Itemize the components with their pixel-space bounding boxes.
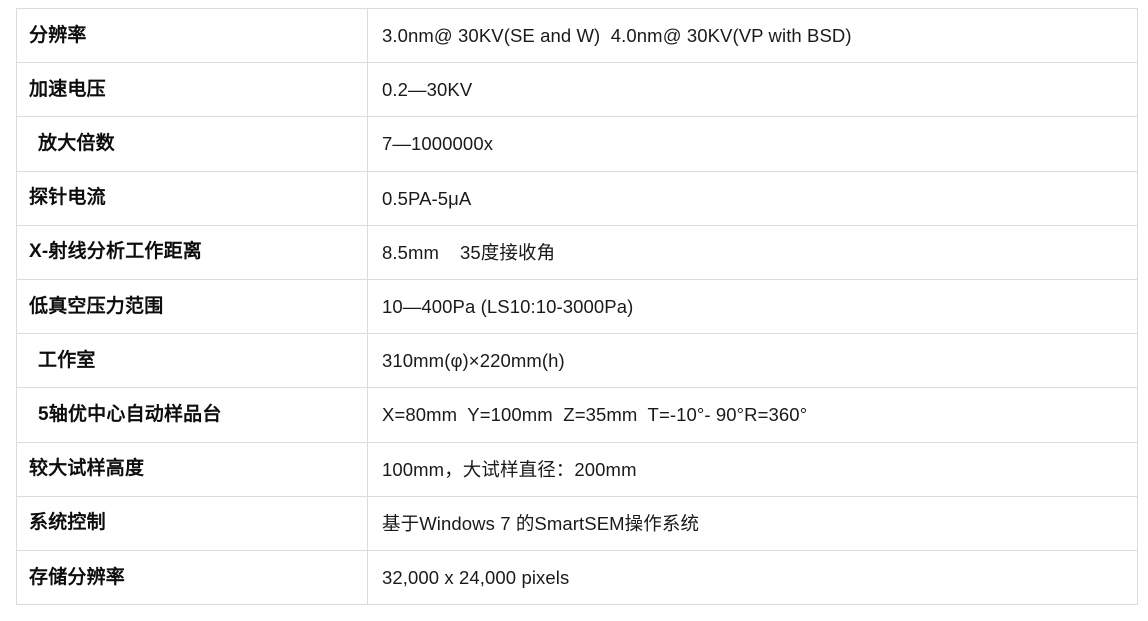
spec-value-cell: 310mm(φ)×220mm(h) — [367, 333, 1138, 389]
spec-label-cell: 分辨率 — [16, 7, 368, 64]
spec-value-text: 100mm，大试样直径：200mm — [382, 458, 637, 480]
spec-value-text: 0.5PA-5μA — [382, 187, 472, 209]
spec-value-cell: 32,000 x 24,000 pixels — [367, 549, 1138, 606]
spec-value-cell: 0.5PA-5μA — [367, 170, 1138, 226]
spec-value-text: 32,000 x 24,000 pixels — [382, 566, 570, 588]
spec-value-cell: 10—400Pa (LS10:10-3000Pa) — [367, 278, 1138, 335]
spec-value-text: 310mm(φ)×220mm(h) — [382, 350, 565, 372]
table-row: 存储分辨率 32,000 x 24,000 pixels — [16, 549, 1138, 606]
table-row: 分辨率 3.0nm@ 30KV(SE and W) 4.0nm@ 30KV(VP … — [16, 7, 1138, 64]
spec-label-text: X-射线分析工作距离 — [29, 241, 203, 263]
spec-value-cell: 8.5mm 35度接收角 — [367, 224, 1138, 280]
spec-value-text: X=80mm Y=100mm Z=35mm T=-10°- 90°R=360° — [382, 404, 808, 426]
table-row: 工作室 310mm(φ)×220mm(h) — [16, 333, 1138, 389]
spec-label-cell: 加速电压 — [16, 62, 368, 118]
table-row: 低真空压力范围 10—400Pa (LS10:10-3000Pa) — [16, 278, 1138, 335]
spec-value-text: 7—1000000x — [382, 133, 494, 155]
spec-value-text: 基于Windows 7 的SmartSEM操作系统 — [382, 512, 700, 534]
spec-label-cell: 5轴优中心自动样品台 — [16, 387, 368, 443]
spec-value-cell: 基于Windows 7 的SmartSEM操作系统 — [367, 495, 1138, 551]
spec-label-cell: 存储分辨率 — [16, 549, 368, 606]
spec-label-text: 较大试样高度 — [29, 458, 145, 480]
spec-label-text: 加速电压 — [29, 78, 106, 100]
spec-label-text: 系统控制 — [29, 512, 106, 534]
table-row: X-射线分析工作距离 8.5mm 35度接收角 — [16, 224, 1138, 280]
table-row: 5轴优中心自动样品台 X=80mm Y=100mm Z=35mm T=-10°- … — [16, 387, 1138, 443]
spec-label-text: 探针电流 — [29, 187, 106, 209]
spec-label-text: 低真空压力范围 — [29, 295, 164, 317]
spec-label-cell: X-射线分析工作距离 — [16, 224, 368, 280]
spec-label-cell: 低真空压力范围 — [16, 278, 368, 335]
spec-label-cell: 工作室 — [16, 333, 368, 389]
spec-label-cell: 较大试样高度 — [16, 441, 368, 497]
spec-value-text: 3.0nm@ 30KV(SE and W) 4.0nm@ 30KV(VP wit… — [382, 25, 852, 47]
spec-label-text: 5轴优中心自动样品台 — [38, 404, 222, 426]
table-row: 加速电压 0.2—30KV — [16, 62, 1138, 118]
spec-value-cell: 7—1000000x — [367, 116, 1138, 172]
spec-label-text: 工作室 — [38, 349, 96, 371]
table-row: 系统控制 基于Windows 7 的SmartSEM操作系统 — [16, 495, 1138, 551]
spec-label-text: 放大倍数 — [38, 133, 115, 155]
spec-value-cell: 100mm，大试样直径：200mm — [367, 441, 1138, 497]
spec-label-text: 存储分辨率 — [29, 566, 126, 588]
table-row: 探针电流 0.5PA-5μA — [16, 170, 1138, 226]
spec-value-text: 8.5mm 35度接收角 — [382, 241, 556, 263]
sem-specification-table: 分辨率 3.0nm@ 30KV(SE and W) 4.0nm@ 30KV(VP … — [16, 7, 1138, 606]
spec-value-text: 0.2—30KV — [382, 79, 473, 101]
table-row: 放大倍数 7—1000000x — [16, 116, 1138, 172]
spec-label-text: 分辨率 — [29, 24, 87, 46]
spec-value-cell: 3.0nm@ 30KV(SE and W) 4.0nm@ 30KV(VP wit… — [367, 7, 1138, 64]
spec-label-cell: 放大倍数 — [16, 116, 368, 172]
spec-value-cell: 0.2—30KV — [367, 62, 1138, 118]
table-row: 较大试样高度 100mm，大试样直径：200mm — [16, 441, 1138, 497]
spec-value-cell: X=80mm Y=100mm Z=35mm T=-10°- 90°R=360° — [367, 387, 1138, 443]
spec-value-text: 10—400Pa (LS10:10-3000Pa) — [382, 295, 634, 317]
spec-label-cell: 系统控制 — [16, 495, 368, 551]
spec-label-cell: 探针电流 — [16, 170, 368, 226]
table-body: 分辨率 3.0nm@ 30KV(SE and W) 4.0nm@ 30KV(VP … — [16, 7, 1138, 606]
